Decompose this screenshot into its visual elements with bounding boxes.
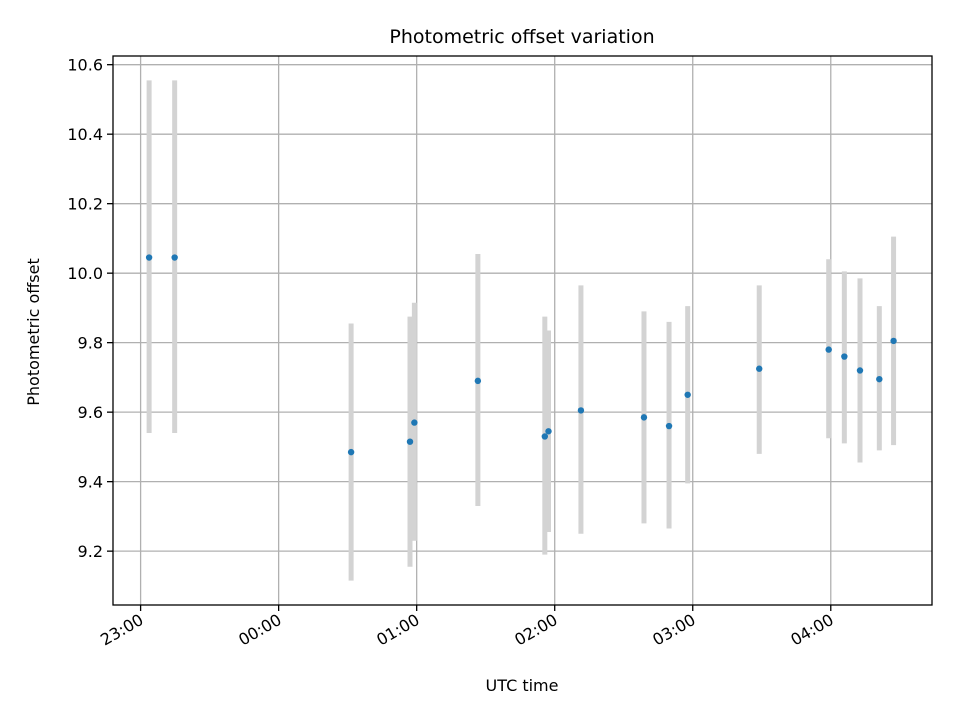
data-point bbox=[406, 438, 414, 445]
y-tick-label: 9.8 bbox=[78, 334, 103, 353]
chart-title: Photometric offset variation bbox=[389, 26, 654, 48]
plot-frame bbox=[112, 55, 933, 606]
data-point bbox=[756, 365, 763, 372]
data-point bbox=[474, 377, 482, 385]
data-point bbox=[145, 254, 153, 261]
data-point bbox=[856, 367, 864, 374]
data-point bbox=[640, 414, 648, 421]
y-tick-label: 10.2 bbox=[67, 195, 103, 214]
data-point bbox=[541, 433, 549, 440]
y-axis: 9.2 9.4 9.6 9.8 10.0 10.2 10.4 10.6 bbox=[67, 56, 113, 561]
data-point bbox=[171, 254, 178, 261]
data-point bbox=[347, 448, 355, 456]
y-tick-label: 10.4 bbox=[67, 125, 103, 144]
y-axis-title: Photometric offset bbox=[24, 258, 43, 406]
data-point bbox=[577, 407, 585, 414]
data-point bbox=[684, 391, 691, 398]
data-point bbox=[411, 419, 418, 426]
y-tick-label: 9.6 bbox=[78, 403, 103, 422]
y-tick-label: 9.2 bbox=[78, 542, 103, 561]
data-point bbox=[545, 428, 552, 435]
x-axis-title: UTC time bbox=[486, 676, 559, 695]
data-points bbox=[145, 254, 897, 456]
data-point bbox=[825, 346, 832, 353]
data-point bbox=[665, 422, 673, 430]
y-tick-label: 10.6 bbox=[67, 56, 103, 75]
y-tick-label: 10.0 bbox=[67, 264, 103, 283]
data-point bbox=[841, 353, 848, 360]
data-point bbox=[890, 337, 897, 345]
y-tick-label: 9.4 bbox=[78, 473, 103, 492]
data-point bbox=[876, 375, 883, 383]
